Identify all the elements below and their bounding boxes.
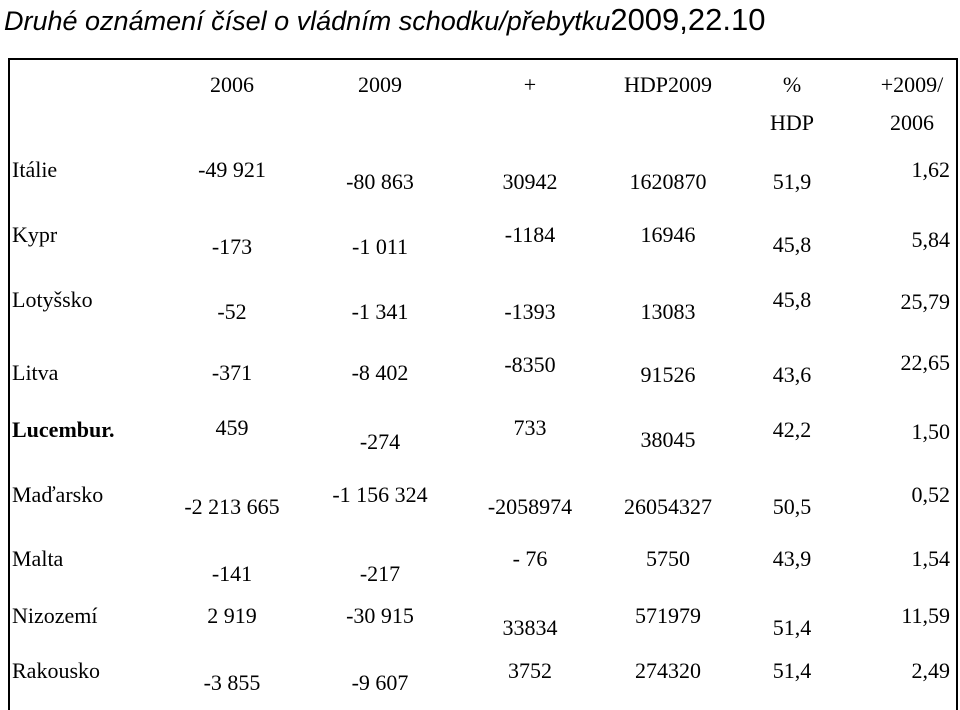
table-cell: 42,2 [772, 417, 812, 442]
table-cell: 16946 [640, 222, 696, 247]
header-cell: HDP [769, 110, 815, 135]
row-label: Litva [12, 360, 59, 385]
table-cell: 2 919 [207, 603, 257, 628]
table-cell: 1,54 [911, 546, 951, 571]
table-cell: 45,8 [772, 232, 812, 257]
row-label: Itálie [12, 157, 58, 182]
title-main: Druhé oznámení čísel o vládním schodku/p… [4, 6, 611, 36]
table-cell: 38045 [640, 427, 696, 452]
table-cell: 51,4 [772, 658, 812, 683]
table-cell: -274 [359, 429, 401, 454]
header-cell: 2006 [210, 72, 254, 97]
row-label: Nizozemí [12, 603, 98, 628]
table-cell: -1184 [504, 222, 556, 247]
table-cell: - 76 [512, 546, 548, 571]
table-cell: 733 [513, 415, 547, 440]
table-cell: -3 855 [203, 670, 261, 695]
table-cell: 45,8 [772, 287, 812, 312]
table-cell: 50,5 [772, 494, 812, 519]
table-cell: 1,50 [911, 419, 951, 444]
table-cell: -141 [211, 561, 253, 586]
table-cell: 5,84 [911, 227, 951, 252]
table-cell: 0,52 [911, 482, 951, 507]
table-cell: -2 213 665 [184, 494, 280, 519]
table-cell: 571979 [635, 603, 701, 628]
table-cell: 26054327 [624, 494, 712, 519]
table-cell: -217 [359, 561, 401, 586]
table-cell: -8350 [504, 352, 556, 377]
table-cell: -80 863 [346, 169, 414, 194]
table-cell: -1 156 324 [332, 482, 428, 507]
table-cell: -8 402 [351, 360, 409, 385]
table-cell: -2058974 [487, 494, 573, 519]
table-cell: -1 341 [351, 299, 409, 324]
table-cell: 1,62 [911, 157, 951, 182]
row-label: Lotyšsko [12, 287, 93, 312]
row-label: Kypr [12, 222, 58, 247]
table-cell: -30 915 [346, 603, 414, 628]
row-label: Lucembur. [12, 417, 115, 442]
table-cell: -371 [211, 360, 253, 385]
table-cell: 30942 [502, 169, 558, 194]
table-cell: 3752 [508, 658, 552, 683]
title: Druhé oznámení čísel o vládním schodku/p… [4, 0, 765, 40]
table-cell: 274320 [635, 658, 701, 683]
table-cell: -9 607 [351, 670, 409, 695]
table-cell: 25,79 [900, 289, 951, 314]
table-cell: -1393 [504, 299, 556, 324]
table-cell: 13083 [640, 299, 696, 324]
table-cell: 459 [215, 415, 249, 440]
table-cell: 1620870 [629, 169, 707, 194]
table-cell: 5750 [646, 546, 690, 571]
table-cell: 11,59 [901, 603, 950, 628]
row-label: Maďarsko [12, 482, 104, 507]
row-label: Rakousko [12, 658, 100, 683]
header-cell: 2006 [890, 110, 934, 135]
table-cell: 43,6 [772, 362, 812, 387]
table-cell: 22,65 [900, 350, 951, 375]
title-date: 2009,22.10 [610, 2, 766, 37]
table-cell: 43,9 [772, 546, 812, 571]
header-cell: HDP2009 [623, 72, 713, 97]
table-cell: 91526 [640, 362, 696, 387]
table-cell: 51,4 [772, 615, 812, 640]
table-frame [8, 58, 958, 710]
table-cell: -49 921 [198, 157, 266, 182]
header-cell: % [782, 72, 802, 97]
row-label: Malta [12, 546, 64, 571]
table-cell: -173 [211, 234, 253, 259]
table-cell: 33834 [502, 615, 558, 640]
table-cell: 2,49 [911, 658, 951, 683]
table-cell: 51,9 [772, 169, 812, 194]
header-cell: +2009/ [880, 72, 944, 97]
header-cell: 2009 [358, 72, 402, 97]
header-cell: + [523, 72, 537, 97]
table-cell: -52 [217, 299, 247, 324]
table-cell: -1 011 [351, 234, 409, 259]
